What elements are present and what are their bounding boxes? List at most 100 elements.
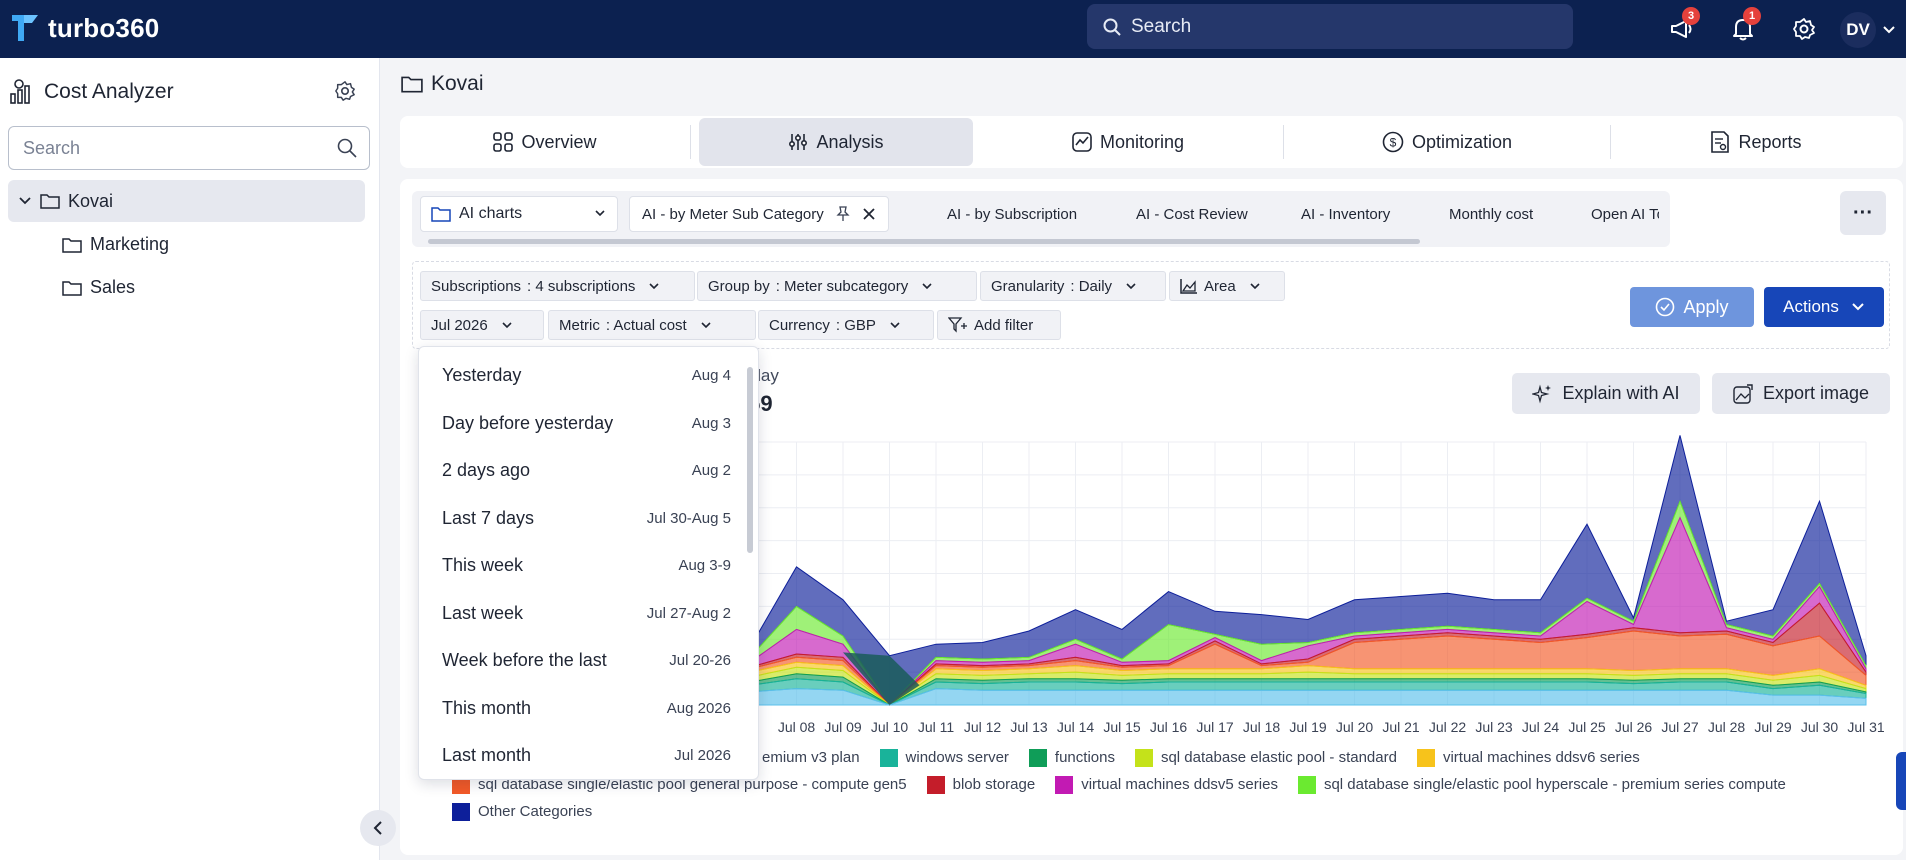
chart-tab-by-meter-sub-category[interactable]: AI - by Meter Sub Category xyxy=(629,196,889,232)
legend-item[interactable]: blob storage xyxy=(926,775,1036,794)
chart-folder-select[interactable]: AI charts xyxy=(420,196,618,232)
user-menu[interactable]: DV xyxy=(1840,12,1896,48)
date-option-yesterday[interactable]: Yesterday Aug 4 xyxy=(419,355,749,395)
tree-item-kovai[interactable]: Kovai xyxy=(8,180,365,222)
subscriptions-filter[interactable]: Subscriptions : 4 subscriptions xyxy=(420,271,695,301)
more-options-button[interactable]: ··· xyxy=(1840,191,1886,235)
grid-icon xyxy=(493,132,514,152)
tab-optimization[interactable]: $ Optimization xyxy=(1284,118,1610,166)
tab-analysis[interactable]: Analysis xyxy=(699,118,973,166)
group-by-filter[interactable]: Group by : Meter subcategory xyxy=(697,271,977,301)
legend-label: blob storage xyxy=(952,776,1036,793)
date-option-day-before-yesterday[interactable]: Day before yesterday Aug 3 xyxy=(419,403,749,443)
date-option-range: Aug 3 xyxy=(691,414,731,432)
area-series-0[interactable] xyxy=(749,688,1867,706)
chart-tab-inventory[interactable]: AI - Inventory xyxy=(1301,196,1390,232)
legend-item[interactable]: virtual machines ddsv5 series xyxy=(1055,775,1278,794)
x-tick-label: Jul 17 xyxy=(1196,719,1234,735)
gear-icon xyxy=(1793,18,1815,40)
currency-filter[interactable]: Currency : GBP xyxy=(758,310,934,340)
close-icon[interactable] xyxy=(862,207,876,221)
scrollbar-thumb[interactable] xyxy=(747,367,753,553)
legend-swatch xyxy=(1134,748,1153,767)
date-range-select[interactable]: Jul 2026 xyxy=(420,310,544,340)
page-title: Kovai xyxy=(431,72,484,95)
x-tick-label: Jul 26 xyxy=(1615,719,1653,735)
tab-reports[interactable]: Reports xyxy=(1611,118,1901,166)
tree-item-marketing[interactable]: Marketing xyxy=(62,234,169,255)
chevron-down-icon xyxy=(649,283,660,290)
legend-item[interactable]: virtual machines ddsv6 series xyxy=(1416,748,1640,767)
area-overlay[interactable] xyxy=(843,652,920,705)
apply-button[interactable]: Apply xyxy=(1630,287,1754,327)
dropdown-scrollbar[interactable] xyxy=(746,353,754,773)
date-option-range: Jul 2026 xyxy=(674,746,731,764)
x-tick-label: Jul 15 xyxy=(1103,719,1141,735)
legend-label: Other Categories xyxy=(478,803,593,820)
filter-label: Subscriptions xyxy=(431,277,522,295)
date-option-this-week[interactable]: This week Aug 3-9 xyxy=(419,545,749,585)
tab-monitoring[interactable]: Monitoring xyxy=(973,118,1283,166)
granularity-filter[interactable]: Granularity : Daily xyxy=(980,271,1166,301)
tree-item-sales[interactable]: Sales xyxy=(62,277,135,298)
app-logo[interactable]: turbo360 xyxy=(10,11,159,45)
tree-item-label: Marketing xyxy=(90,234,170,254)
chart-tab-monthly-cost[interactable]: Monthly cost xyxy=(1449,196,1533,232)
tab-overview[interactable]: Overview xyxy=(400,118,690,166)
date-option-this-month[interactable]: This month Aug 2026 xyxy=(419,688,749,728)
announcements-button[interactable]: 3 xyxy=(1662,7,1702,49)
legend-item[interactable]: emium v3 plan xyxy=(762,749,860,766)
x-tick-label: Jul 25 xyxy=(1568,719,1606,735)
date-option-2-days-ago[interactable]: 2 days ago Aug 2 xyxy=(419,450,749,490)
settings-button[interactable] xyxy=(1784,9,1824,49)
chart-tab-open-ai[interactable]: Open AI To xyxy=(1591,196,1659,232)
date-option-label: Yesterday xyxy=(442,364,522,385)
legend-item[interactable]: sql database elastic pool - standard xyxy=(1134,748,1397,767)
collapse-sidebar-button[interactable] xyxy=(360,810,396,846)
tab-label: Monitoring xyxy=(1099,131,1185,152)
chevron-down-icon xyxy=(922,283,932,290)
export-image-button[interactable]: Export image xyxy=(1712,373,1890,414)
date-range-dropdown: Yesterday Aug 4 Day before yesterday Aug… xyxy=(418,346,759,780)
x-tick-label: Jul 21 xyxy=(1382,719,1420,735)
legend-item[interactable]: functions xyxy=(1028,748,1115,767)
legend-item[interactable]: windows server xyxy=(879,748,1009,767)
legend-item[interactable]: sql database single/elastic pool general… xyxy=(452,775,907,794)
date-option-last-month[interactable]: Last month Jul 2026 xyxy=(419,735,749,775)
date-option-last-week[interactable]: Last week Jul 27-Aug 2 xyxy=(419,593,749,633)
date-option-label: Last week xyxy=(442,602,524,623)
turbo360-logo-icon xyxy=(12,15,38,41)
tab-label: Reports xyxy=(1738,131,1802,152)
chart-tabs-scrollbar[interactable] xyxy=(420,239,1663,244)
legend-swatch xyxy=(1055,775,1074,794)
notifications-button[interactable]: 1 xyxy=(1723,7,1763,49)
filter-label: Metric xyxy=(559,316,600,334)
date-option-last-7-days[interactable]: Last 7 days Jul 30-Aug 5 xyxy=(419,498,749,538)
actions-button[interactable]: Actions xyxy=(1764,287,1884,327)
date-option-week-before-last[interactable]: Week before the last Jul 20-26 xyxy=(419,640,749,680)
tab-divider xyxy=(1283,125,1284,159)
x-tick-label: Jul 08 xyxy=(778,719,816,735)
metric-filter[interactable]: Metric : Actual cost xyxy=(548,310,756,340)
announcements-badge: 3 xyxy=(1682,7,1700,25)
scrollbar-thumb[interactable] xyxy=(428,239,1420,244)
dollar-circle-icon: $ xyxy=(1382,131,1404,153)
global-search-input[interactable]: Search xyxy=(1087,4,1573,49)
pin-icon[interactable] xyxy=(836,206,850,222)
chart-tab-by-subscription[interactable]: AI - by Subscription xyxy=(947,196,1077,232)
legend-label: virtual machines ddsv5 series xyxy=(1081,776,1278,793)
feedback-tab[interactable] xyxy=(1896,752,1906,810)
explain-with-ai-button[interactable]: Explain with AI xyxy=(1512,373,1700,414)
legend-label: sql database elastic pool - standard xyxy=(1160,749,1397,766)
sidebar-search-input[interactable]: Search xyxy=(8,126,370,170)
legend-item[interactable]: sql database single/elastic pool hypersc… xyxy=(1297,775,1786,794)
add-filter-button[interactable]: Add filter xyxy=(937,310,1061,340)
sidebar-settings-button[interactable] xyxy=(334,80,356,107)
chart-type-select[interactable]: Area xyxy=(1169,271,1285,301)
breadcrumb: Kovai xyxy=(401,72,484,96)
legend-item[interactable]: Other Categories xyxy=(452,802,593,821)
chevron-left-icon xyxy=(373,821,382,835)
chart-tab-label: AI - by Meter Sub Category xyxy=(642,205,824,223)
chart-tab-cost-review[interactable]: AI - Cost Review xyxy=(1136,196,1248,232)
date-option-label: Last month xyxy=(442,744,532,765)
